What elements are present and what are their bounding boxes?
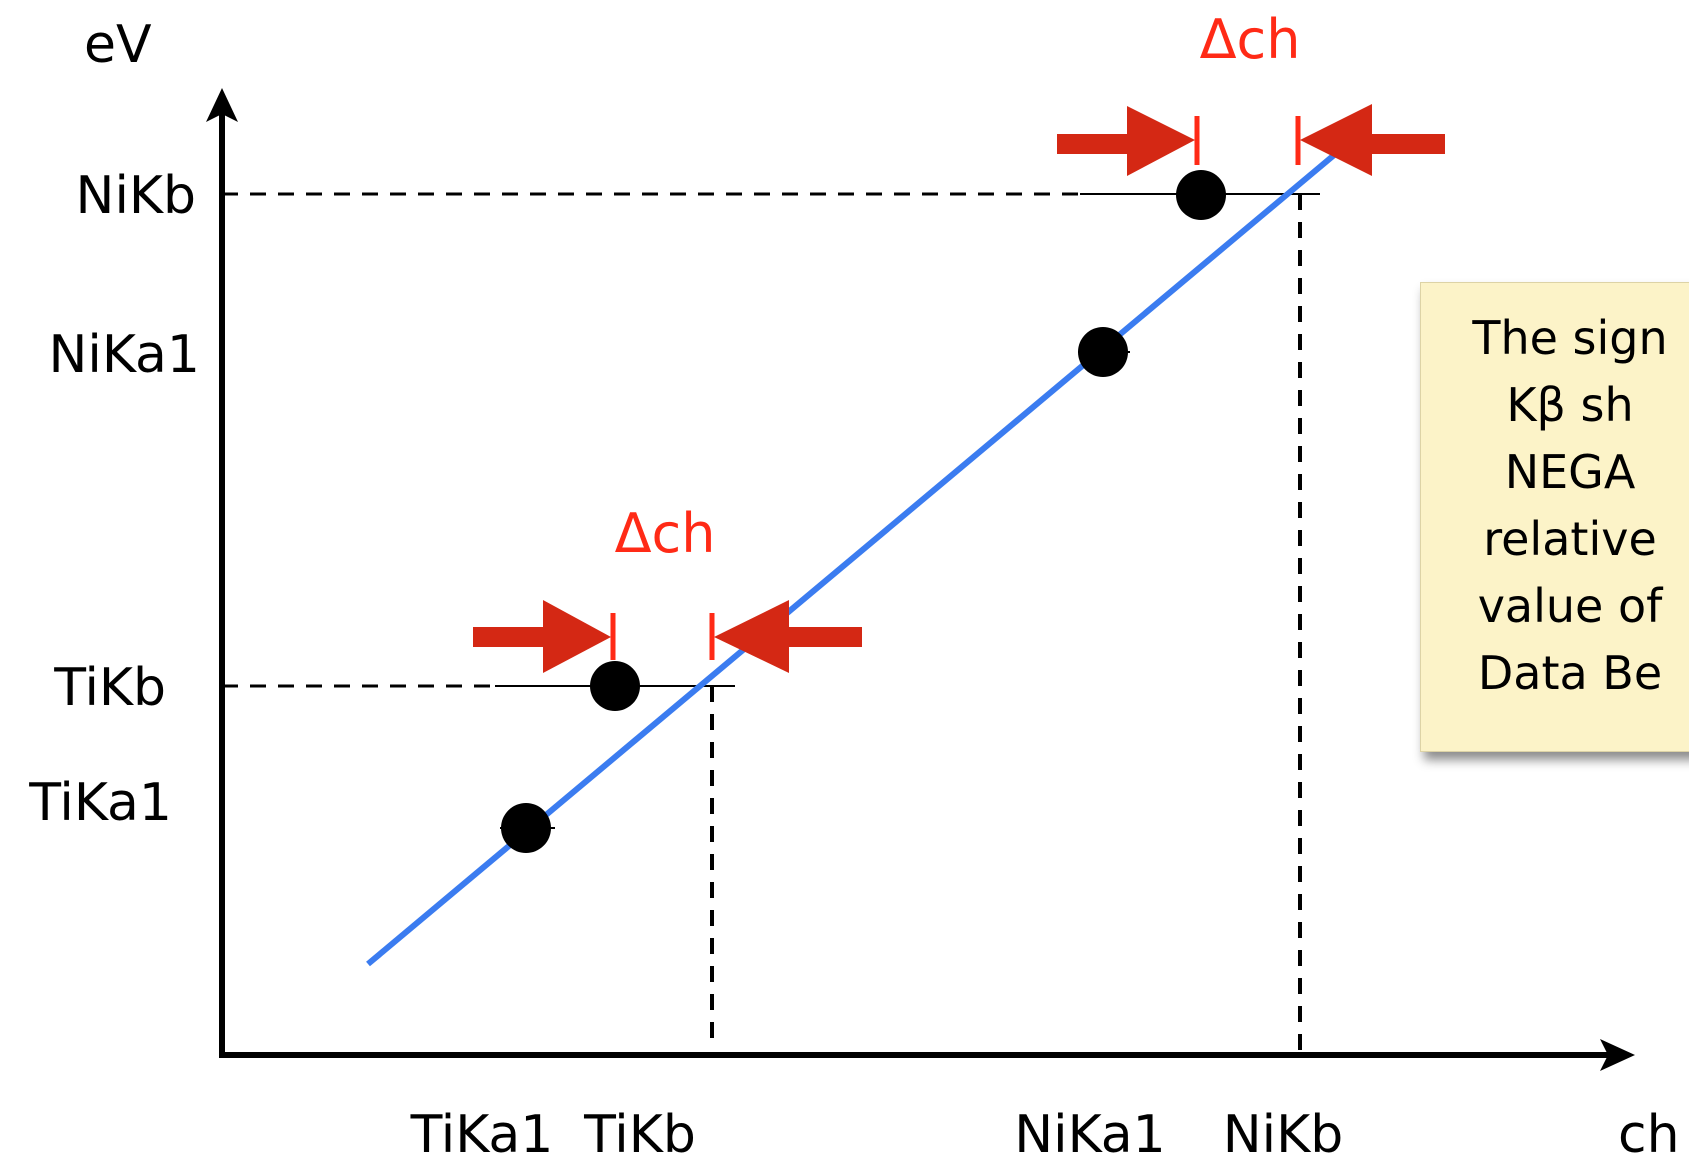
note-line: relative bbox=[1483, 512, 1657, 566]
delta-ch-label-top: Δch bbox=[1200, 8, 1301, 71]
explanation-note: The sign Kβ sh NEGA relative value of Da… bbox=[1420, 282, 1689, 752]
note-line: Kβ sh bbox=[1506, 378, 1634, 432]
x-axis-label: ch bbox=[1618, 1105, 1680, 1158]
data-point-nikb bbox=[1176, 170, 1226, 220]
x-tick-nika1: NiKa1 bbox=[1014, 1105, 1165, 1158]
y-tick-nikb: NiKb bbox=[76, 166, 196, 226]
note-line: NEGA bbox=[1504, 445, 1636, 499]
note-line: Data Be bbox=[1477, 646, 1663, 700]
y-tick-nika1: NiKa1 bbox=[49, 325, 200, 385]
y-axis-label: eV bbox=[84, 15, 152, 75]
x-tick-tika1: TiKa1 bbox=[410, 1105, 554, 1158]
y-axis-arrowhead bbox=[206, 88, 238, 122]
y-tick-tika1: TiKa1 bbox=[28, 773, 172, 833]
data-point-tikb bbox=[590, 661, 640, 711]
x-tick-tikb: TiKb bbox=[583, 1105, 696, 1158]
delta-arrows-top bbox=[1057, 104, 1445, 176]
x-tick-nikb: NiKb bbox=[1223, 1105, 1343, 1158]
delta-ch-label-bottom: Δch bbox=[615, 502, 716, 565]
note-line: value of bbox=[1477, 579, 1663, 633]
note-line: The sign bbox=[1472, 311, 1668, 365]
data-point-nika1 bbox=[1078, 327, 1128, 377]
data-point-tika1 bbox=[501, 803, 551, 853]
x-axis-arrowhead bbox=[1600, 1039, 1635, 1071]
delta-arrows-bottom bbox=[473, 600, 862, 673]
y-tick-tikb: TiKb bbox=[53, 658, 166, 718]
